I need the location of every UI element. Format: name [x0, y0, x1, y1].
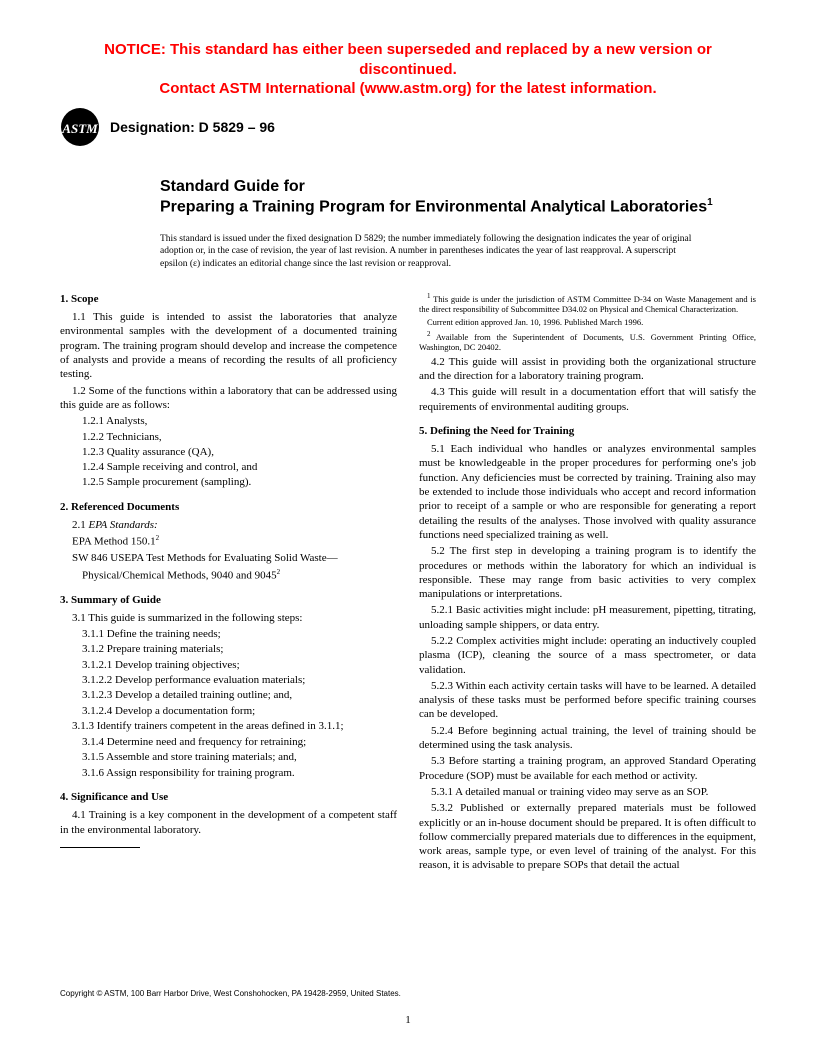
- section-5-head: 5. Defining the Need for Training: [419, 424, 756, 438]
- notice-banner: NOTICE: This standard has either been su…: [60, 40, 756, 99]
- item-3-1-5: 3.1.5 Assemble and store training materi…: [60, 750, 397, 764]
- ref-epa-method-text: EPA Method 150.1: [72, 536, 156, 548]
- item-3-1-3: 3.1.3 Identify trainers competent in the…: [60, 719, 397, 733]
- issuance-note: This standard is issued under the fixed …: [160, 233, 696, 270]
- footnotes: 1 This guide is under the jurisdiction o…: [419, 292, 756, 353]
- item-3-1-2-3: 3.1.2.3 Develop a detailed training outl…: [60, 688, 397, 702]
- para-4-1: 4.1 Training is a key component in the d…: [60, 808, 397, 837]
- para-2-1: 2.1 EPA Standards:: [60, 518, 397, 532]
- item-3-1-2-1: 3.1.2.1 Develop training objectives;: [60, 658, 397, 672]
- svg-text:ASTM: ASTM: [61, 121, 98, 136]
- ref-sw846-b-text: Physical/Chemical Methods, 9040 and 9045: [82, 569, 277, 581]
- notice-line1: NOTICE: This standard has either been su…: [104, 41, 712, 78]
- item-3-1-4: 3.1.4 Determine need and frequency for r…: [60, 735, 397, 749]
- item-3-1-2: 3.1.2 Prepare training materials;: [60, 642, 397, 656]
- ref-sw846-b-sup: 2: [277, 568, 281, 576]
- item-1-2-4: 1.2.4 Sample receiving and control, and: [60, 460, 397, 474]
- para-4-2: 4.2 This guide will assist in providing …: [419, 355, 756, 384]
- para-5-3: 5.3 Before starting a training program, …: [419, 754, 756, 783]
- para-4-3: 4.3 This guide will result in a document…: [419, 385, 756, 414]
- item-3-1-2-4: 3.1.2.4 Develop a documentation form;: [60, 704, 397, 718]
- ref-epa-method: EPA Method 150.12: [60, 534, 397, 549]
- para-5-2-4: 5.2.4 Before beginning actual training, …: [419, 724, 756, 753]
- para-1-2: 1.2 Some of the functions within a labor…: [60, 384, 397, 413]
- footnote-1: 1 This guide is under the jurisdiction o…: [419, 292, 756, 315]
- footnote-rule: [60, 847, 140, 848]
- item-1-2-2: 1.2.2 Technicians,: [60, 430, 397, 444]
- para-5-2-2: 5.2.2 Complex activities might include: …: [419, 634, 756, 677]
- designation-text: Designation: D 5829 – 96: [110, 119, 275, 135]
- footnote-2: 2 Available from the Superintendent of D…: [419, 330, 756, 353]
- footnote-2-text: Available from the Superintendent of Doc…: [419, 331, 756, 352]
- para-2-1-label: 2.1: [72, 519, 89, 531]
- para-5-2-1: 5.2.1 Basic activities might include: pH…: [419, 603, 756, 632]
- footnote-1b: Current edition approved Jan. 10, 1996. …: [419, 317, 756, 328]
- body-columns: 1. Scope 1.1 This guide is intended to a…: [60, 292, 756, 873]
- para-5-3-2: 5.3.2 Published or externally prepared m…: [419, 801, 756, 872]
- section-4-head: 4. Significance and Use: [60, 790, 397, 804]
- astm-logo-icon: ASTM: [60, 107, 100, 147]
- title-superscript: 1: [707, 197, 713, 208]
- item-3-1-6: 3.1.6 Assign responsibility for training…: [60, 766, 397, 780]
- item-3-1-1: 3.1.1 Define the training needs;: [60, 627, 397, 641]
- section-3-head: 3. Summary of Guide: [60, 593, 397, 607]
- item-1-2-5: 1.2.5 Sample procurement (sampling).: [60, 475, 397, 489]
- item-1-2-3: 1.2.3 Quality assurance (QA),: [60, 445, 397, 459]
- title-main-text: Preparing a Training Program for Environ…: [160, 198, 707, 215]
- para-1-1: 1.1 This guide is intended to assist the…: [60, 310, 397, 381]
- title-block: Standard Guide for Preparing a Training …: [160, 177, 716, 217]
- section-1-head: 1. Scope: [60, 292, 397, 306]
- para-5-3-1: 5.3.1 A detailed manual or training vide…: [419, 785, 756, 799]
- notice-line2: Contact ASTM International (www.astm.org…: [159, 80, 656, 97]
- para-5-2-3: 5.2.3 Within each activity certain tasks…: [419, 679, 756, 722]
- title-kicker: Standard Guide for: [160, 177, 716, 197]
- item-1-2-1: 1.2.1 Analysts,: [60, 414, 397, 428]
- page-number: 1: [0, 1014, 816, 1026]
- para-5-2: 5.2 The first step in developing a train…: [419, 544, 756, 601]
- para-2-1-italic: EPA Standards:: [89, 519, 158, 531]
- copyright: Copyright © ASTM, 100 Barr Harbor Drive,…: [60, 989, 756, 998]
- ref-epa-method-sup: 2: [156, 534, 160, 542]
- title-main: Preparing a Training Program for Environ…: [160, 197, 716, 217]
- item-3-1-2-2: 3.1.2.2 Develop performance evaluation m…: [60, 673, 397, 687]
- page: NOTICE: This standard has either been su…: [0, 0, 816, 1056]
- para-3-1: 3.1 This guide is summarized in the foll…: [60, 611, 397, 625]
- section-2-head: 2. Referenced Documents: [60, 500, 397, 514]
- ref-sw846-b: Physical/Chemical Methods, 9040 and 9045…: [60, 568, 397, 583]
- ref-sw846-a: SW 846 USEPA Test Methods for Evaluating…: [60, 551, 397, 565]
- designation-row: ASTM Designation: D 5829 – 96: [60, 107, 756, 147]
- footnote-1-text: This guide is under the jurisdiction of …: [419, 294, 756, 315]
- para-5-1: 5.1 Each individual who handles or analy…: [419, 442, 756, 542]
